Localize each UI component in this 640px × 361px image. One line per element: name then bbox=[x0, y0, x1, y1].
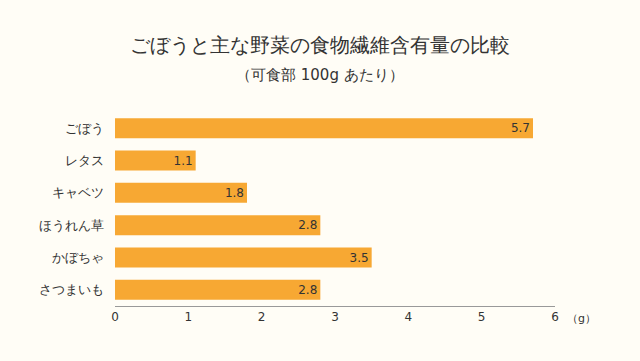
svg-text:キャベツ: キャベツ bbox=[52, 185, 104, 200]
svg-text:3: 3 bbox=[331, 310, 339, 324]
svg-text:5: 5 bbox=[478, 310, 486, 324]
svg-text:ごぼう: ごぼう bbox=[65, 121, 104, 136]
svg-text:レタス: レタス bbox=[65, 153, 104, 168]
svg-text:3.5: 3.5 bbox=[350, 251, 369, 265]
svg-text:1.1: 1.1 bbox=[174, 154, 193, 168]
svg-text:ほうれん草: ほうれん草 bbox=[39, 218, 104, 233]
svg-text:（可食部 100g あたり）: （可食部 100g あたり） bbox=[236, 66, 404, 84]
svg-text:かぼちゃ: かぼちゃ bbox=[52, 250, 104, 265]
svg-text:0: 0 bbox=[111, 310, 119, 324]
svg-text:ごぼうと主な野菜の食物繊維含有量の比較: ごぼうと主な野菜の食物繊維含有量の比較 bbox=[130, 33, 510, 57]
svg-text:さつまいも: さつまいも bbox=[39, 282, 104, 297]
svg-text:2.8: 2.8 bbox=[298, 218, 317, 232]
svg-text:2.8: 2.8 bbox=[298, 283, 317, 297]
svg-text:1: 1 bbox=[185, 310, 193, 324]
svg-text:4: 4 bbox=[405, 310, 413, 324]
svg-text:（g）: （g） bbox=[567, 312, 596, 325]
svg-text:1.8: 1.8 bbox=[225, 186, 244, 200]
svg-text:5.7: 5.7 bbox=[511, 121, 530, 135]
svg-text:6: 6 bbox=[551, 310, 559, 324]
svg-text:2: 2 bbox=[258, 310, 266, 324]
